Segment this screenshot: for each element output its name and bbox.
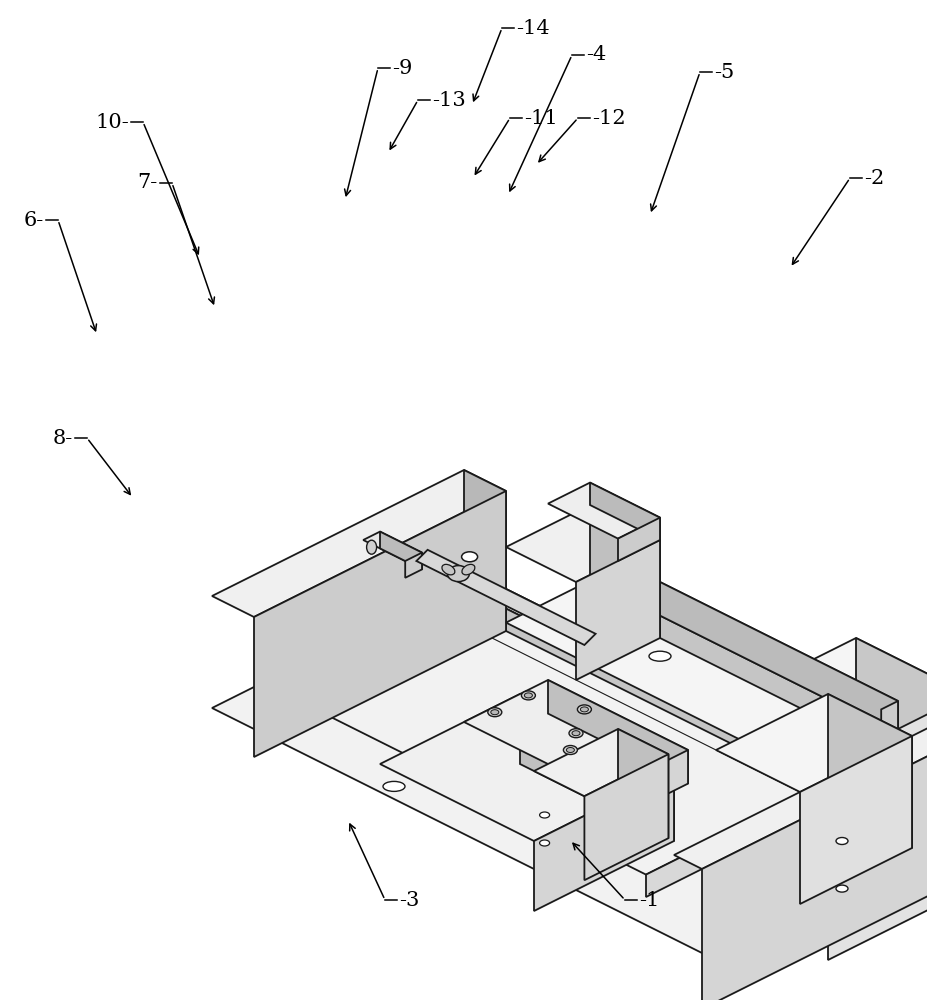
Polygon shape: [548, 680, 687, 784]
Text: 7-: 7-: [137, 174, 158, 192]
Polygon shape: [296, 602, 841, 875]
Text: 10-: 10-: [95, 112, 129, 131]
Ellipse shape: [571, 731, 579, 736]
Polygon shape: [519, 694, 673, 841]
Ellipse shape: [835, 838, 847, 844]
Polygon shape: [590, 547, 897, 735]
Text: -14: -14: [515, 18, 549, 37]
Text: 6-: 6-: [24, 211, 44, 230]
Polygon shape: [855, 638, 927, 890]
Polygon shape: [422, 568, 927, 841]
Ellipse shape: [532, 723, 542, 729]
Polygon shape: [673, 715, 927, 869]
Ellipse shape: [488, 708, 502, 717]
Polygon shape: [464, 582, 927, 862]
Ellipse shape: [521, 691, 535, 700]
Polygon shape: [617, 518, 659, 561]
Ellipse shape: [441, 564, 454, 575]
Ellipse shape: [366, 540, 376, 554]
Polygon shape: [505, 581, 897, 777]
Polygon shape: [211, 582, 927, 960]
Ellipse shape: [383, 781, 404, 791]
Polygon shape: [584, 754, 667, 880]
Polygon shape: [464, 680, 687, 792]
Polygon shape: [464, 568, 927, 834]
Ellipse shape: [462, 564, 475, 575]
Polygon shape: [590, 483, 659, 540]
Ellipse shape: [447, 566, 469, 582]
Polygon shape: [827, 694, 911, 848]
Ellipse shape: [539, 840, 549, 846]
Polygon shape: [645, 777, 841, 897]
Polygon shape: [590, 505, 659, 638]
Text: -1: -1: [639, 890, 659, 910]
Polygon shape: [716, 834, 927, 988]
Polygon shape: [573, 547, 897, 709]
Ellipse shape: [648, 651, 670, 661]
Text: -12: -12: [591, 108, 625, 127]
Ellipse shape: [568, 729, 582, 738]
Text: 8-: 8-: [53, 428, 73, 448]
Polygon shape: [799, 736, 911, 904]
Polygon shape: [827, 694, 927, 960]
Text: -2: -2: [863, 168, 883, 188]
Polygon shape: [716, 638, 927, 764]
Polygon shape: [416, 550, 595, 645]
Polygon shape: [464, 470, 505, 631]
Polygon shape: [254, 491, 505, 757]
Polygon shape: [211, 470, 505, 617]
Polygon shape: [505, 505, 659, 582]
Ellipse shape: [563, 746, 577, 754]
Ellipse shape: [579, 707, 588, 712]
Polygon shape: [617, 729, 667, 838]
Polygon shape: [548, 483, 659, 539]
Polygon shape: [491, 602, 841, 799]
Text: -11: -11: [524, 108, 557, 127]
Text: -5: -5: [713, 62, 733, 82]
Polygon shape: [590, 581, 897, 757]
Polygon shape: [533, 729, 667, 796]
Ellipse shape: [539, 812, 549, 818]
Text: -3: -3: [399, 890, 419, 910]
Ellipse shape: [461, 552, 477, 562]
Ellipse shape: [532, 751, 542, 757]
Polygon shape: [881, 701, 897, 743]
Ellipse shape: [835, 885, 847, 892]
Polygon shape: [379, 694, 673, 841]
Polygon shape: [362, 532, 422, 561]
Polygon shape: [576, 540, 659, 680]
Ellipse shape: [565, 748, 574, 752]
Text: -9: -9: [391, 58, 412, 78]
Polygon shape: [533, 771, 673, 911]
Ellipse shape: [524, 693, 532, 698]
Polygon shape: [925, 820, 927, 855]
Polygon shape: [379, 532, 422, 569]
Ellipse shape: [577, 705, 590, 714]
Polygon shape: [813, 735, 897, 799]
Text: -13: -13: [432, 91, 465, 109]
Ellipse shape: [490, 710, 499, 715]
Ellipse shape: [592, 818, 615, 830]
Polygon shape: [701, 729, 927, 1000]
Text: -4: -4: [585, 45, 605, 64]
Polygon shape: [716, 694, 911, 792]
Polygon shape: [603, 750, 687, 826]
Polygon shape: [405, 553, 422, 578]
